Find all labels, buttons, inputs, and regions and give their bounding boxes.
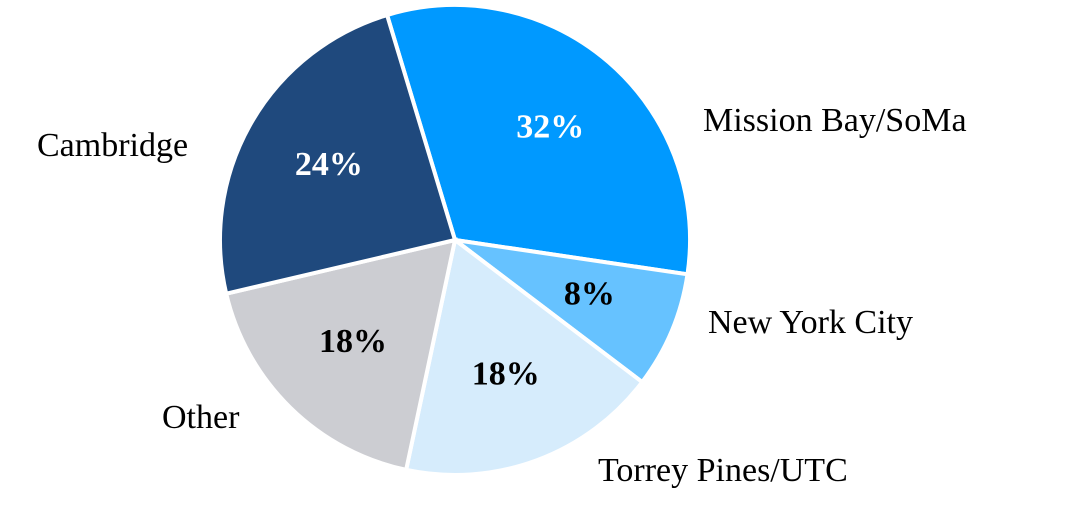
pie-slice [218,12,458,297]
value-label: 24% [295,146,363,183]
pie-slice [223,237,458,473]
value-label: 32% [516,109,584,146]
value-label: 8% [564,275,615,312]
category-label: Cambridge [37,127,188,164]
value-label: 18% [319,323,387,360]
pie-slice [403,236,645,477]
pie-slice [453,238,690,385]
category-label: Torrey Pines/UTC [598,452,848,489]
value-label: 18% [472,355,540,392]
category-label: Other [162,399,240,436]
category-label: Mission Bay/SoMa [703,102,967,139]
pie-slice [384,3,692,277]
category-label: New York City [708,304,913,341]
